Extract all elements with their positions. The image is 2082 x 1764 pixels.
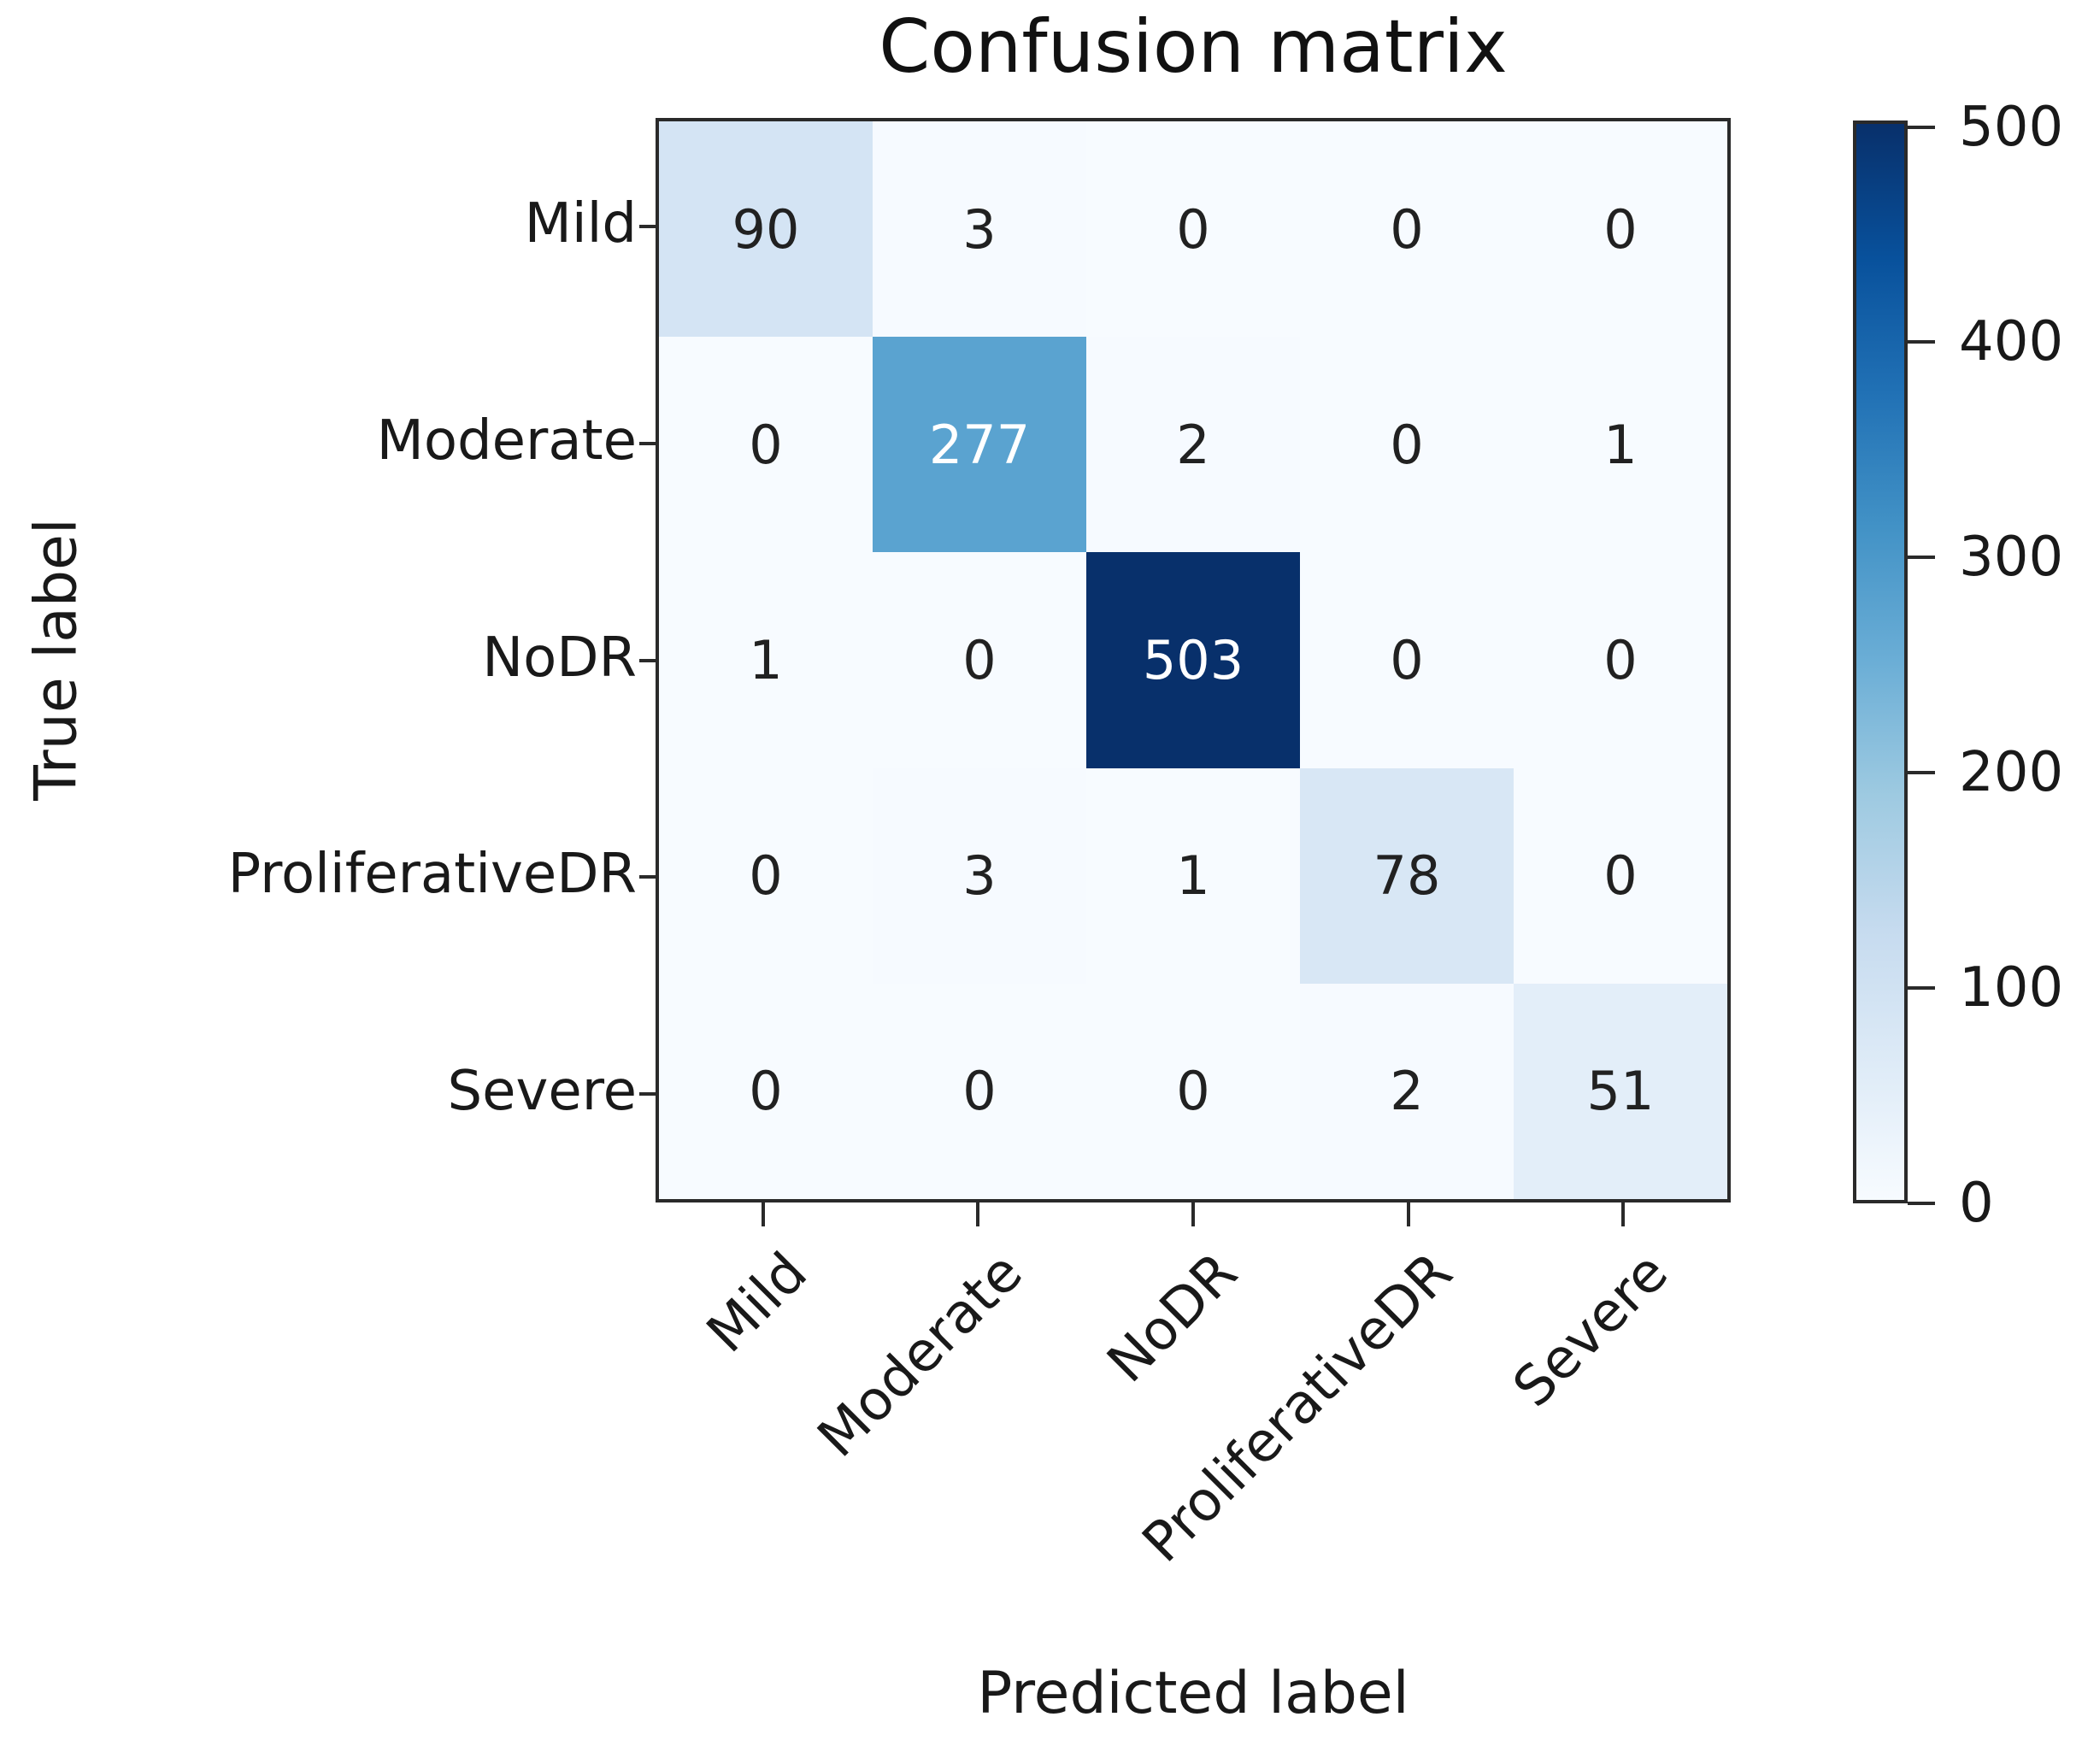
x-tick-mark bbox=[976, 1202, 980, 1226]
heatmap-cell: 2 bbox=[1300, 983, 1514, 1199]
x-tick-label: Mild bbox=[695, 1241, 820, 1366]
y-axis-title: True label bbox=[22, 518, 91, 801]
x-tick-mark bbox=[1621, 1202, 1626, 1226]
heatmap-cell: 0 bbox=[873, 552, 1086, 768]
heatmap-cell: 0 bbox=[1514, 121, 1727, 338]
y-tick-label: Moderate bbox=[376, 409, 637, 473]
y-tick-mark bbox=[639, 875, 656, 879]
colorbar-tick-label: 200 bbox=[1959, 741, 2064, 805]
y-tick-mark bbox=[639, 1092, 656, 1097]
heatmap-cell: 503 bbox=[1086, 552, 1300, 768]
heatmap-cell: 1 bbox=[659, 552, 873, 768]
colorbar-tick-label: 100 bbox=[1959, 956, 2064, 1020]
y-tick-label: Severe bbox=[447, 1060, 637, 1124]
heatmap-cell: 0 bbox=[1086, 983, 1300, 1199]
chart-title: Confusion matrix bbox=[879, 4, 1508, 90]
colorbar-tick-label: 400 bbox=[1959, 310, 2064, 374]
colorbar-tick-mark bbox=[1908, 340, 1935, 344]
x-tick-label: NoDR bbox=[1096, 1241, 1250, 1396]
x-tick-label: Moderate bbox=[806, 1241, 1035, 1470]
colorbar-tick-label: 500 bbox=[1959, 95, 2064, 159]
colorbar-gradient bbox=[1853, 121, 1908, 1203]
colorbar-tick-mark bbox=[1908, 125, 1935, 129]
heatmap-cell: 2 bbox=[1086, 337, 1300, 553]
heatmap-cell: 1 bbox=[1086, 767, 1300, 984]
x-tick-mark bbox=[1406, 1202, 1410, 1226]
heatmap-cell: 0 bbox=[659, 337, 873, 553]
heatmap-cell: 78 bbox=[1300, 767, 1514, 984]
y-tick-mark bbox=[639, 224, 656, 228]
x-tick-mark bbox=[761, 1202, 765, 1226]
x-tick-label: Severe bbox=[1501, 1241, 1680, 1420]
colorbar-tick-mark bbox=[1908, 771, 1935, 775]
heatmap-cell: 0 bbox=[659, 767, 873, 984]
y-tick-label: Mild bbox=[524, 191, 637, 256]
heatmap-cell: 0 bbox=[1300, 121, 1514, 338]
heatmap-cell: 51 bbox=[1514, 983, 1727, 1199]
colorbar-tick-mark bbox=[1908, 556, 1935, 560]
heatmap-cell: 0 bbox=[659, 983, 873, 1199]
heatmap-cell: 0 bbox=[873, 983, 1086, 1199]
y-tick-label: ProliferativeDR bbox=[227, 843, 637, 907]
heatmap-cell: 0 bbox=[1086, 121, 1300, 338]
y-tick-label: NoDR bbox=[482, 626, 637, 690]
x-tick-mark bbox=[1191, 1202, 1195, 1226]
colorbar-tick-label: 0 bbox=[1959, 1172, 1994, 1235]
heatmap-cell: 0 bbox=[1300, 552, 1514, 768]
colorbar-tick-mark bbox=[1908, 1202, 1935, 1205]
x-axis-title: Predicted label bbox=[977, 1660, 1409, 1727]
y-tick-mark bbox=[639, 441, 656, 445]
colorbar-tick-mark bbox=[1908, 986, 1935, 991]
colorbar-tick-label: 300 bbox=[1959, 526, 2064, 590]
y-tick-mark bbox=[639, 658, 656, 662]
heatmap-cell: 277 bbox=[873, 337, 1086, 553]
heatmap-cell: 3 bbox=[873, 767, 1086, 984]
heatmap-cell: 90 bbox=[659, 121, 873, 338]
heatmap-cell: 1 bbox=[1514, 337, 1727, 553]
heatmap-cell: 0 bbox=[1514, 767, 1727, 984]
heatmap-cell: 0 bbox=[1514, 552, 1727, 768]
heatmap-cell: 0 bbox=[1300, 337, 1514, 553]
heatmap-cell: 3 bbox=[873, 121, 1086, 338]
heatmap-grid: 90 3 0 0 0 0 277 2 0 1 1 0 503 0 0 0 3 1 78 0 0 0 0 2 51 bbox=[656, 118, 1731, 1202]
